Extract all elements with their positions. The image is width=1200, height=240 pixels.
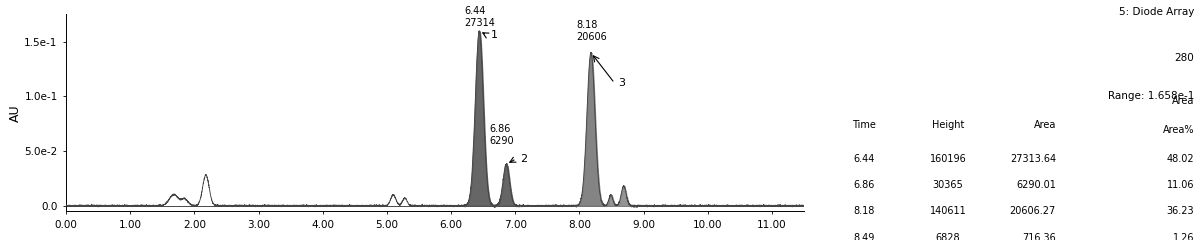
Text: 280: 280 [1175, 53, 1194, 63]
Text: Range: 1.658e-1: Range: 1.658e-1 [1108, 91, 1194, 101]
Text: 6.86: 6.86 [853, 180, 875, 190]
Text: Area%: Area% [1163, 125, 1194, 135]
Text: 8.18: 8.18 [853, 206, 875, 216]
Text: 30365: 30365 [932, 180, 964, 190]
Text: Area: Area [1171, 96, 1194, 106]
Text: Time: Time [852, 120, 876, 130]
Text: Area: Area [1033, 120, 1056, 130]
Text: 11.06: 11.06 [1166, 180, 1194, 190]
Text: 3: 3 [618, 78, 625, 88]
Text: 6828: 6828 [936, 233, 960, 240]
Text: 8.18
20606: 8.18 20606 [576, 20, 607, 42]
Text: 716.36: 716.36 [1022, 233, 1056, 240]
Text: 6290.01: 6290.01 [1016, 180, 1056, 190]
Text: 36.23: 36.23 [1166, 206, 1194, 216]
Text: 1.26: 1.26 [1172, 233, 1194, 240]
Text: 6.86
6290: 6.86 6290 [490, 124, 514, 146]
Text: 6.44
27314: 6.44 27314 [464, 6, 494, 28]
Text: 8.49: 8.49 [853, 233, 875, 240]
Y-axis label: AU: AU [8, 104, 22, 122]
Text: 2: 2 [521, 154, 528, 164]
Text: 48.02: 48.02 [1166, 154, 1194, 164]
Text: 1: 1 [491, 30, 498, 40]
Text: 5: Diode Array: 5: Diode Array [1118, 7, 1194, 17]
Text: 160196: 160196 [930, 154, 966, 164]
Text: 20606.27: 20606.27 [1009, 206, 1056, 216]
Text: 6.44: 6.44 [853, 154, 875, 164]
Text: 27313.64: 27313.64 [1010, 154, 1056, 164]
Text: Height: Height [932, 120, 964, 130]
Text: 140611: 140611 [930, 206, 966, 216]
